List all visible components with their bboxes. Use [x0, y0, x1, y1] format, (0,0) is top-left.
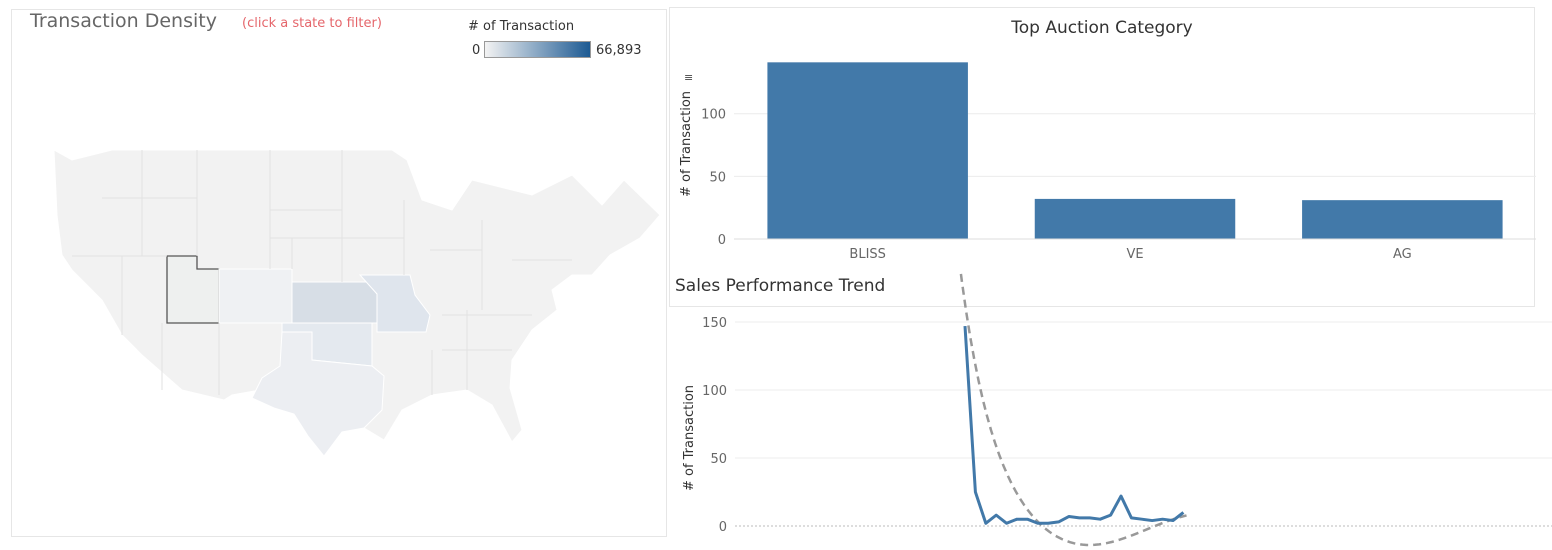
bar-ag	[1302, 200, 1503, 239]
legend-min-label: 0	[472, 43, 481, 58]
legend-color-ramp	[484, 41, 591, 58]
trend-line	[959, 270, 1187, 547]
sort-icon: ≡	[684, 71, 693, 84]
transaction-density-map-panel: Transaction Density (click a state to fi…	[11, 9, 667, 537]
bar-y-axis-label: # of Transaction	[679, 91, 694, 197]
map-filter-hint: (click a state to filter)	[242, 16, 382, 31]
line-y-tick-label: 150	[702, 316, 727, 331]
line-y-tick-label: 100	[702, 384, 727, 399]
bar-y-tick-label: 100	[701, 108, 726, 123]
state-colorado[interactable]	[218, 268, 293, 324]
legend-max-label: 66,893	[596, 43, 642, 58]
sales-performance-trend-panel: 0 50 100 150 # of Transaction Sales Performa…	[669, 270, 1552, 550]
bar-ve	[1034, 198, 1236, 239]
line-y-tick-label: 50	[710, 452, 727, 467]
bar-y-tick-label: 0	[718, 233, 726, 248]
line-chart: 0 50 100 150 # of Transaction	[682, 270, 1552, 547]
us-map[interactable]	[12, 10, 668, 538]
state-missouri[interactable]	[358, 274, 431, 333]
bar-chart-title: Top Auction Category	[1011, 18, 1193, 38]
bar-category-label: AG	[1393, 247, 1412, 262]
bar-bliss	[767, 62, 968, 240]
line-chart-title: Sales Performance Trend	[675, 276, 886, 296]
line-y-tick-label: 0	[719, 520, 727, 535]
line-y-axis-label: # of Transaction	[682, 385, 697, 491]
bar-category-label: BLISS	[849, 247, 886, 262]
map-title: Transaction Density	[30, 10, 217, 32]
bar-y-tick-label: 50	[709, 170, 726, 185]
bar-category-label: VE	[1126, 247, 1143, 262]
series-line	[963, 325, 1185, 525]
state-kansas[interactable]	[291, 281, 378, 324]
top-auction-category-panel: 0 50 100 # of Transaction ≡ BLISS VE AG Top Auc…	[669, 7, 1536, 307]
state-texas[interactable]	[251, 331, 385, 457]
state-borders	[72, 150, 572, 395]
legend-title: # of Transaction	[468, 19, 575, 34]
bar-chart: 0 50 100 # of Transaction ≡ BLISS VE AG	[679, 62, 1536, 262]
